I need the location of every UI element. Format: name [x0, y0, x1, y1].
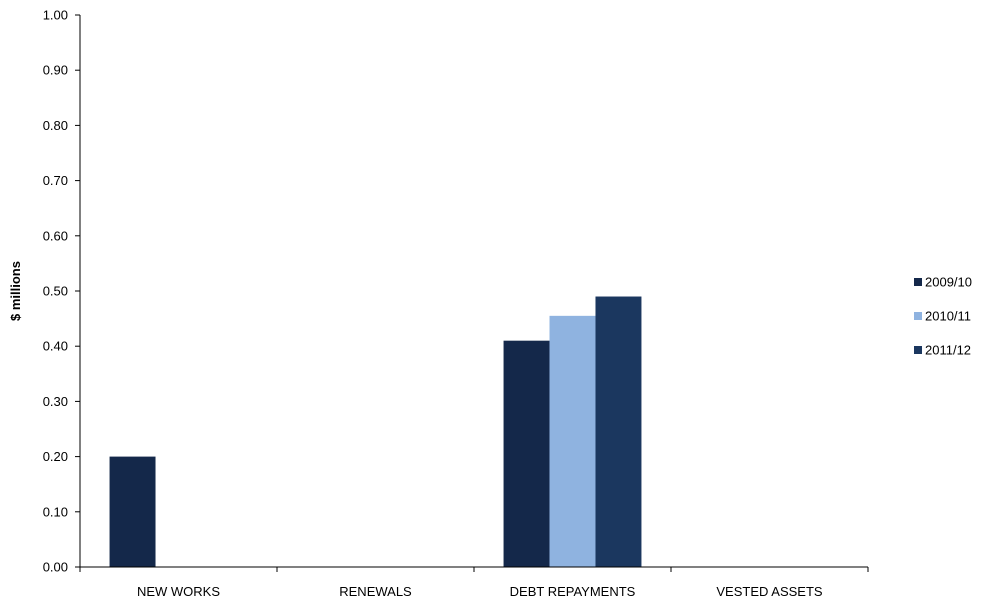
x-tick-label: DEBT REPAYMENTS	[510, 584, 636, 599]
x-tick-label: NEW WORKS	[137, 584, 220, 599]
legend-label: 2010/11	[925, 309, 971, 324]
bar	[503, 340, 550, 567]
bar	[549, 315, 596, 567]
x-tick-label: VESTED ASSETS	[716, 584, 823, 599]
y-tick-label: 0.60	[43, 228, 68, 243]
legend-label: 2009/10	[925, 275, 972, 290]
x-axis-ticks	[79, 567, 869, 572]
legend: 2009/10 2010/11 2011/12	[914, 275, 972, 358]
y-tick-label: 0.00	[43, 560, 68, 575]
y-axis-ticks	[75, 14, 80, 568]
x-tick-labels: NEW WORKS RENEWALS DEBT REPAYMENTS VESTED A…	[137, 584, 823, 599]
bars	[109, 296, 642, 567]
y-tick-label: 0.20	[43, 449, 68, 464]
legend-label: 2011/12	[925, 343, 971, 358]
y-tick-labels: 0.00 0.10 0.20 0.30 0.40 0.50 0.60 0.70 0.80 0.90…	[43, 8, 68, 575]
bar	[595, 296, 642, 567]
y-axis-title: $ millions	[8, 261, 23, 321]
legend-swatch	[914, 312, 922, 320]
y-tick-label: 0.40	[43, 339, 68, 354]
bar	[109, 456, 156, 567]
y-tick-label: 1.00	[43, 8, 68, 23]
y-tick-label: 0.90	[43, 63, 68, 78]
x-tick-label: RENEWALS	[339, 584, 412, 599]
y-tick-label: 0.70	[43, 173, 68, 188]
y-tick-label: 0.50	[43, 284, 68, 299]
legend-swatch	[914, 278, 922, 286]
legend-swatch	[914, 346, 922, 354]
y-tick-label: 0.30	[43, 394, 68, 409]
y-tick-label: 0.80	[43, 118, 68, 133]
y-tick-label: 0.10	[43, 504, 68, 519]
